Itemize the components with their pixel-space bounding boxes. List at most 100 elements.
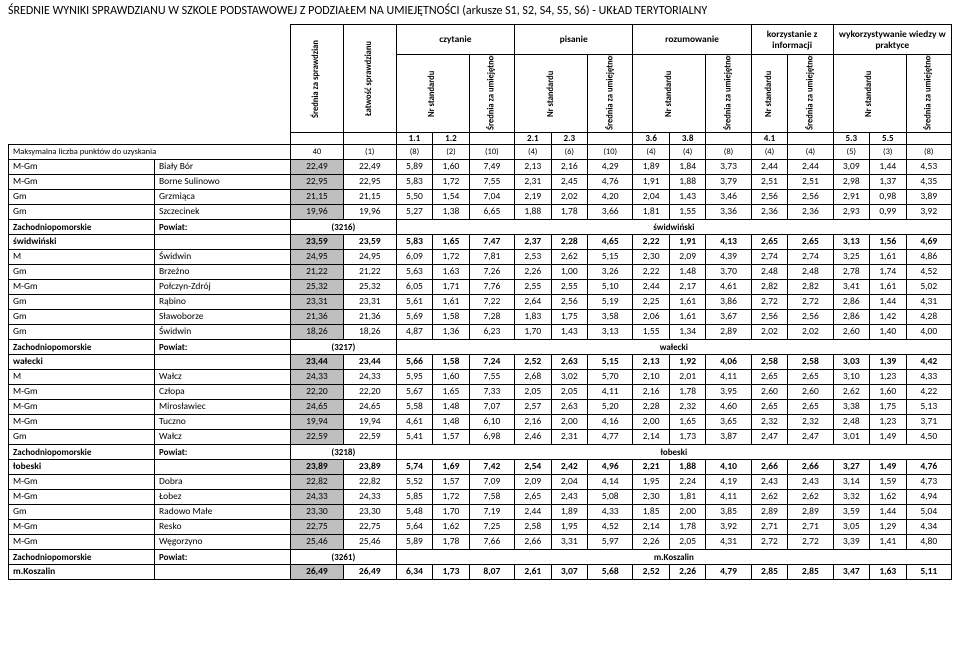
data-cell: 2,62 [833, 385, 870, 400]
data-cell: 22,82 [343, 475, 396, 490]
data-cell: 3,87 [706, 430, 751, 445]
row-name: Połczyn-Zdrój [155, 280, 291, 295]
data-cell: 5,67 [396, 385, 433, 400]
data-cell: 2,85 [788, 565, 833, 580]
maxrow-cell: (8) [906, 145, 951, 160]
data-cell: 1,00 [551, 265, 588, 280]
mh-6: 3.6 [633, 133, 670, 145]
mh-1: 1.2 [433, 133, 470, 145]
row-type: Gm [9, 325, 155, 340]
data-cell: 7,42 [469, 460, 514, 475]
data-cell: 3,05 [833, 520, 870, 535]
data-cell: 7,26 [469, 265, 514, 280]
data-cell: 6,10 [469, 415, 514, 430]
data-cell: 1,89 [551, 505, 588, 520]
data-cell: 4,31 [906, 295, 951, 310]
data-cell: 4,06 [706, 355, 751, 370]
data-cell: 3,03 [833, 355, 870, 370]
data-cell: 1,70 [515, 325, 552, 340]
data-cell: 5,83 [396, 175, 433, 190]
maxrow-cell: 40 [290, 145, 343, 160]
data-cell: 3,09 [833, 160, 870, 175]
data-cell: 1,75 [870, 400, 907, 415]
mh-8 [706, 133, 751, 145]
data-cell: 4,65 [588, 235, 633, 250]
mh-0: 1.1 [396, 133, 433, 145]
data-cell: 7,22 [469, 295, 514, 310]
data-cell: 2,31 [551, 430, 588, 445]
data-cell: 3,95 [706, 385, 751, 400]
data-cell: 2,02 [788, 325, 833, 340]
data-cell: 7,28 [469, 310, 514, 325]
data-cell: 22,20 [290, 385, 343, 400]
data-cell: 23,30 [343, 505, 396, 520]
data-cell: 1,63 [870, 565, 907, 580]
data-cell: 23,44 [290, 355, 343, 370]
data-cell: 7,19 [469, 505, 514, 520]
data-cell: 7,33 [469, 385, 514, 400]
data-cell: 2,72 [788, 295, 833, 310]
data-cell: 2,52 [515, 355, 552, 370]
data-cell: 2,31 [515, 175, 552, 190]
data-cell: 1,69 [433, 460, 470, 475]
data-cell: 2,86 [833, 295, 870, 310]
data-cell: 4,33 [906, 370, 951, 385]
data-cell: 1,73 [669, 430, 706, 445]
data-cell: 4,50 [906, 430, 951, 445]
data-cell: 2,65 [788, 235, 833, 250]
data-cell: 7,55 [469, 175, 514, 190]
data-cell: 4,29 [588, 160, 633, 175]
data-cell: 2,48 [833, 415, 870, 430]
maxrow-cell: (8) [706, 145, 751, 160]
data-cell: 3,73 [706, 160, 751, 175]
data-cell: 2,51 [751, 175, 788, 190]
row-name: Sławoborze [155, 310, 291, 325]
data-cell: 1,48 [433, 400, 470, 415]
data-cell: 7,25 [469, 520, 514, 535]
data-cell: 2,43 [751, 475, 788, 490]
data-cell: 3,01 [833, 430, 870, 445]
data-cell: 4,76 [588, 175, 633, 190]
data-cell: 25,32 [343, 280, 396, 295]
data-cell: 4,96 [588, 460, 633, 475]
data-cell: 24,33 [290, 490, 343, 505]
data-cell: 3,71 [906, 415, 951, 430]
data-cell: 25,46 [290, 535, 343, 550]
data-cell: 7,47 [469, 235, 514, 250]
data-cell: 4,19 [706, 475, 751, 490]
data-cell: 2,56 [788, 310, 833, 325]
powiat-name: łobeski [396, 445, 951, 460]
data-cell: 2,05 [551, 385, 588, 400]
data-cell: 3,89 [906, 190, 951, 205]
data-cell: 1,95 [633, 475, 670, 490]
data-cell: 2,62 [551, 250, 588, 265]
data-cell: 2,66 [751, 460, 788, 475]
data-cell: 2,91 [833, 190, 870, 205]
data-cell: 4,00 [906, 325, 951, 340]
data-cell: 2,66 [788, 460, 833, 475]
data-cell: 19,94 [290, 415, 343, 430]
data-cell: 3,07 [551, 565, 588, 580]
data-cell: 3,32 [833, 490, 870, 505]
row-type: M [9, 370, 155, 385]
data-cell: 2,00 [669, 505, 706, 520]
data-cell: 1,49 [870, 460, 907, 475]
data-cell: 2,01 [669, 370, 706, 385]
mh-11: 5.3 [833, 133, 870, 145]
vh-5: Średnia za umiejętność [588, 55, 633, 133]
data-cell: 2,78 [833, 265, 870, 280]
data-cell: 2,17 [669, 280, 706, 295]
row-type: M-Gm [9, 400, 155, 415]
data-cell: 2,64 [515, 295, 552, 310]
row-type: M-Gm [9, 415, 155, 430]
data-cell: 7,07 [469, 400, 514, 415]
row-type: Gm [9, 190, 155, 205]
data-cell: 4,86 [906, 250, 951, 265]
data-cell: 2,58 [788, 355, 833, 370]
data-cell: 24,95 [290, 250, 343, 265]
data-cell: 1,60 [870, 385, 907, 400]
data-cell: 1,55 [633, 325, 670, 340]
data-cell: 5,41 [396, 430, 433, 445]
data-cell: 1,48 [669, 265, 706, 280]
data-cell: 3,92 [906, 205, 951, 220]
